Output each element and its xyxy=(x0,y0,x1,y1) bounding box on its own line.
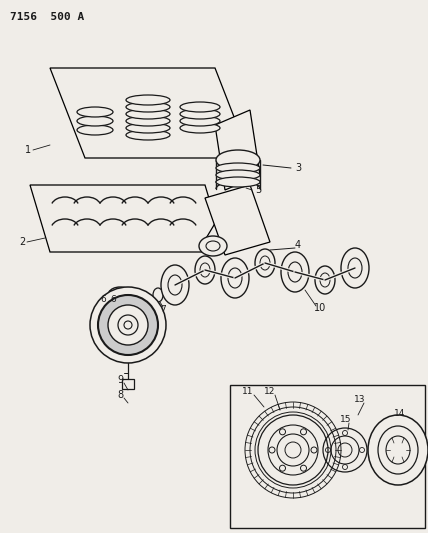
Ellipse shape xyxy=(341,248,369,288)
Polygon shape xyxy=(30,185,225,252)
Bar xyxy=(122,379,134,389)
Ellipse shape xyxy=(126,130,170,140)
Ellipse shape xyxy=(348,258,362,278)
Ellipse shape xyxy=(124,321,132,329)
Text: 6: 6 xyxy=(110,295,116,304)
Ellipse shape xyxy=(77,107,113,117)
Ellipse shape xyxy=(126,109,170,119)
Ellipse shape xyxy=(216,163,260,173)
Polygon shape xyxy=(205,195,244,240)
Ellipse shape xyxy=(180,123,220,133)
Text: 10: 10 xyxy=(314,303,326,313)
Text: 15: 15 xyxy=(340,416,352,424)
Text: 5: 5 xyxy=(255,185,261,195)
Text: 7156  500 A: 7156 500 A xyxy=(10,12,84,22)
Ellipse shape xyxy=(108,305,148,345)
Ellipse shape xyxy=(315,266,335,294)
Ellipse shape xyxy=(216,170,260,180)
Ellipse shape xyxy=(90,287,166,363)
Ellipse shape xyxy=(195,256,215,284)
Text: 12: 12 xyxy=(265,387,276,397)
Text: 13: 13 xyxy=(354,395,366,405)
Ellipse shape xyxy=(228,268,242,288)
Polygon shape xyxy=(215,110,260,190)
Ellipse shape xyxy=(126,102,170,112)
Text: 4: 4 xyxy=(295,240,301,250)
Polygon shape xyxy=(50,68,250,158)
Text: 8: 8 xyxy=(117,390,123,400)
Text: 7: 7 xyxy=(160,304,166,313)
Text: 2: 2 xyxy=(19,237,25,247)
Ellipse shape xyxy=(126,95,170,105)
Text: 1: 1 xyxy=(25,145,31,155)
Text: 3: 3 xyxy=(295,163,301,173)
Ellipse shape xyxy=(98,295,158,355)
Ellipse shape xyxy=(199,236,227,256)
Ellipse shape xyxy=(168,275,182,295)
Ellipse shape xyxy=(161,265,189,305)
Ellipse shape xyxy=(260,256,270,270)
Text: 14: 14 xyxy=(394,408,406,417)
Ellipse shape xyxy=(216,178,260,186)
Ellipse shape xyxy=(118,315,138,335)
Ellipse shape xyxy=(281,252,309,292)
Ellipse shape xyxy=(126,123,170,133)
Ellipse shape xyxy=(288,262,302,282)
Ellipse shape xyxy=(126,116,170,126)
Ellipse shape xyxy=(206,241,220,251)
Ellipse shape xyxy=(221,258,249,298)
Ellipse shape xyxy=(180,109,220,119)
Ellipse shape xyxy=(368,415,428,485)
Ellipse shape xyxy=(216,150,260,170)
Ellipse shape xyxy=(77,116,113,126)
Text: 9: 9 xyxy=(117,375,123,385)
Polygon shape xyxy=(205,185,270,255)
Ellipse shape xyxy=(255,249,275,277)
Text: 11: 11 xyxy=(242,387,254,397)
Ellipse shape xyxy=(180,116,220,126)
Text: 6: 6 xyxy=(100,295,106,304)
Ellipse shape xyxy=(153,288,163,302)
Bar xyxy=(230,385,425,528)
Ellipse shape xyxy=(180,102,220,112)
Ellipse shape xyxy=(200,263,210,277)
Ellipse shape xyxy=(320,273,330,287)
Ellipse shape xyxy=(216,177,260,187)
Ellipse shape xyxy=(77,125,113,135)
